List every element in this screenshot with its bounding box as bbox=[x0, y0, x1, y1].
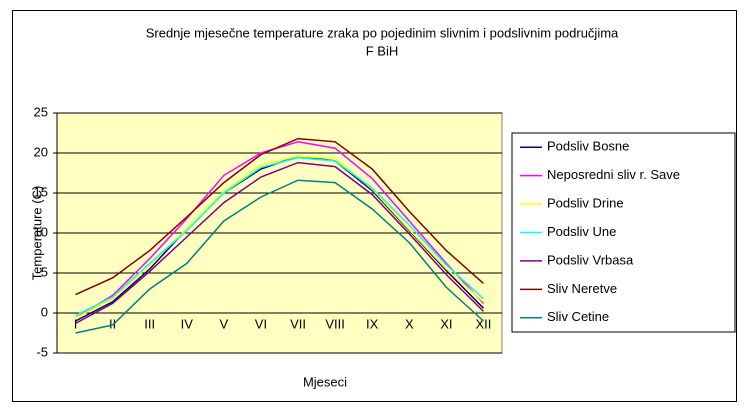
x-tick-label: IX bbox=[366, 316, 379, 331]
legend-box bbox=[511, 132, 736, 333]
series-line bbox=[75, 157, 484, 317]
chart-title: Srednje mjesečne temperature zraka po po… bbox=[146, 25, 619, 40]
x-tick-label: V bbox=[220, 316, 229, 331]
legend-label: Sliv Cetine bbox=[547, 309, 609, 324]
chart-subtitle: F BiH bbox=[366, 43, 399, 58]
y-axis-label: Temperature (C) bbox=[29, 186, 44, 281]
y-tick-label: 5 bbox=[41, 264, 48, 279]
x-axis-label: Mjeseci bbox=[303, 374, 347, 389]
x-tick-label: VIII bbox=[325, 316, 345, 331]
x-tick-label: XII bbox=[476, 316, 492, 331]
series-line bbox=[75, 137, 484, 296]
x-tick-label: VII bbox=[290, 316, 306, 331]
x-tick-label: II bbox=[109, 316, 116, 331]
legend-label: Podsliv Vrbasa bbox=[547, 252, 634, 267]
series-line bbox=[75, 179, 484, 334]
x-tick-label: IV bbox=[181, 316, 194, 331]
y-tick-label: -5 bbox=[36, 344, 48, 359]
x-tick-label: III bbox=[144, 316, 155, 331]
x-tick-label: I bbox=[74, 316, 78, 331]
y-tick-label: 20 bbox=[34, 144, 48, 159]
y-tick-label: 15 bbox=[34, 184, 48, 199]
x-tick-label: VI bbox=[255, 316, 267, 331]
x-tick-label: XI bbox=[440, 316, 452, 331]
legend-label: Podsliv Drine bbox=[547, 196, 624, 211]
x-tick-label: X bbox=[405, 316, 414, 331]
y-tick-label: 25 bbox=[34, 104, 48, 119]
series-line bbox=[75, 155, 484, 319]
legend-label: Sliv Neretve bbox=[547, 281, 617, 296]
legend-label: Podsliv Une bbox=[547, 224, 616, 239]
legend-label: Podsliv Bosne bbox=[547, 139, 629, 154]
y-tick-label: 0 bbox=[41, 304, 48, 319]
y-tick-label: 10 bbox=[34, 224, 48, 239]
series-line bbox=[75, 161, 484, 325]
legend-label: Neposredni sliv r. Save bbox=[547, 167, 680, 182]
